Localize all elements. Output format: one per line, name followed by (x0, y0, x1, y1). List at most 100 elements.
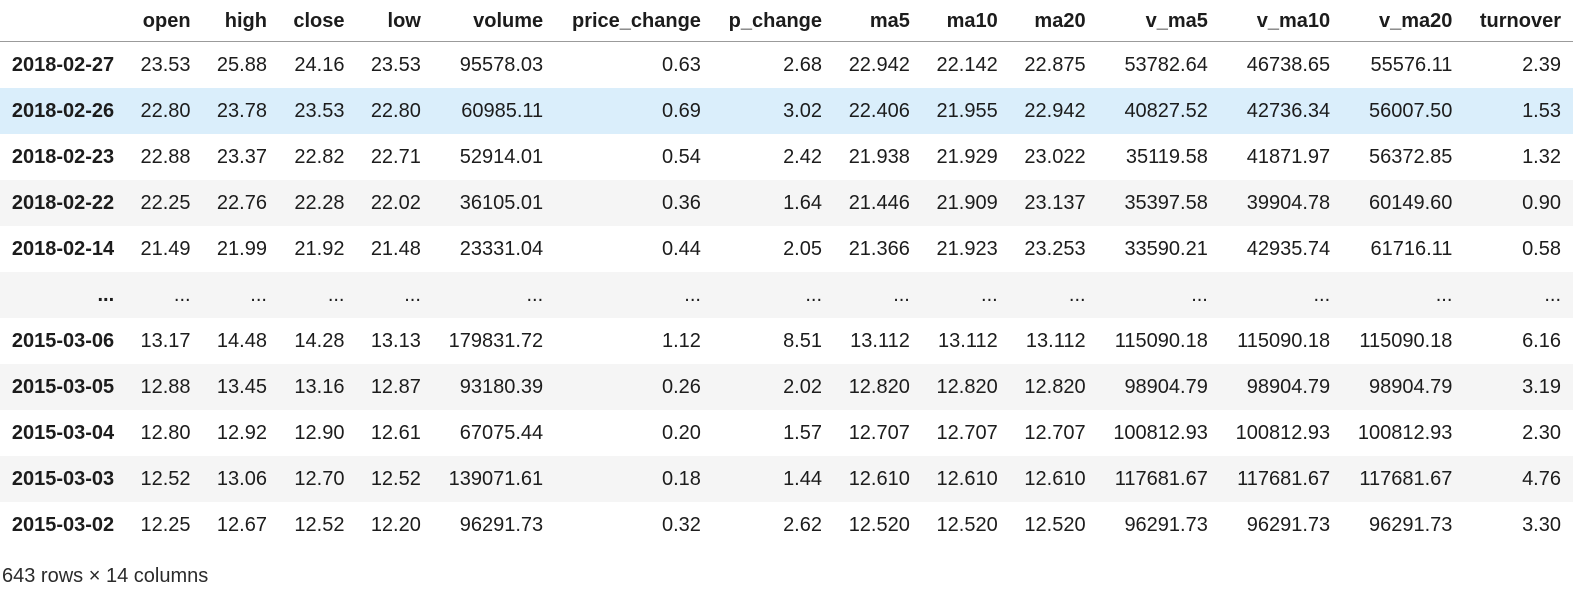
table-cell: 96291.73 (1369, 514, 1453, 536)
table-cell: 12.610 (1024, 468, 1086, 490)
table-cell: 23.53 (370, 54, 421, 76)
table-cell: 12.52 (294, 514, 345, 536)
table-cell: 13.16 (294, 376, 345, 398)
table-cell: 12.707 (936, 422, 998, 444)
table-cell: 22.02 (370, 192, 421, 214)
table-cell: 25.88 (216, 54, 267, 76)
row-index-cell: 2018-02-27 (11, 54, 115, 76)
table-cell: 39904.78 (1246, 192, 1331, 214)
table-cell: 21.938 (848, 146, 910, 168)
table-cell: 23331.04 (459, 238, 544, 260)
table-cell: 0.90 (1522, 192, 1561, 214)
table-cell: 2.42 (783, 146, 822, 168)
table-cell: 14.28 (294, 330, 345, 352)
index-header-cell (0, 2, 127, 42)
table-cell: 0.58 (1522, 238, 1561, 260)
table-cell: 0.18 (662, 468, 701, 490)
table-cell: 115090.18 (1237, 330, 1331, 352)
row-index-cell: 2015-03-06 (11, 330, 115, 352)
table-cell: 22.80 (140, 100, 191, 122)
table-cell: 12.610 (848, 468, 910, 490)
table-cell: 117681.67 (1237, 468, 1331, 490)
table-cell: 22.406 (848, 100, 910, 122)
table-cell: 1.32 (1522, 146, 1561, 168)
column-header-price_change: price_change (555, 2, 713, 42)
table-cell: 21.92 (294, 238, 345, 260)
table-cell: 21.48 (370, 238, 421, 260)
table-cell: 13.45 (216, 376, 267, 398)
table-cell: 12.61 (370, 422, 421, 444)
table-cell: 3.19 (1522, 376, 1561, 398)
table-cell: 23.53 (140, 54, 191, 76)
table-cell: 22.80 (370, 100, 421, 122)
table-cell: 117681.67 (1114, 468, 1208, 490)
table-cell: 23.137 (1024, 192, 1086, 214)
table-row: 2015-03-06 13.17 14.48 14.28 13.13 179831.72 1… (0, 318, 1573, 364)
table-cell: 21.909 (936, 192, 998, 214)
column-header-ma20: ma20 (1009, 2, 1098, 42)
table-cell: 22.82 (294, 146, 345, 168)
table-cell: 12.20 (370, 514, 421, 536)
header-row: open high close low volume price_change p_chan… (0, 2, 1573, 42)
table-cell: 0.36 (662, 192, 701, 214)
table-cell: 35119.58 (1125, 146, 1208, 168)
table-cell: 6.16 (1522, 330, 1561, 352)
table-cell: 55576.11 (1370, 54, 1453, 76)
table-cell: 33590.21 (1124, 238, 1208, 260)
table-cell: 12.88 (140, 376, 191, 398)
table-cell: ... (526, 284, 544, 306)
table-row: 2018-02-26 22.80 23.78 23.53 22.80 60985.11 0.… (0, 88, 1573, 134)
table-cell: 12.707 (1024, 422, 1086, 444)
column-header-ma10: ma10 (921, 2, 1010, 42)
table-cell: ... (981, 284, 998, 306)
table-cell: 12.820 (936, 376, 998, 398)
table-cell: 12.90 (294, 422, 345, 444)
row-count-summary: 643 rows × 14 columns (2, 565, 209, 587)
table-cell: 52914.01 (459, 146, 544, 168)
column-header-p_change: p_change (712, 2, 834, 42)
table-cell: 0.20 (662, 422, 701, 444)
row-index-cell: 2018-02-26 (11, 100, 115, 122)
table-cell: 12.92 (216, 422, 267, 444)
table-cell: 14.48 (216, 330, 267, 352)
table-row: 2015-03-02 12.25 12.67 12.52 12.20 96291.73 0.… (0, 502, 1573, 548)
table-cell: 24.16 (294, 54, 345, 76)
table-row: 2015-03-03 12.52 13.06 12.70 12.52 139071.61 0… (0, 456, 1573, 502)
table-cell: 21.49 (140, 238, 191, 260)
table-cell: 100812.93 (1113, 422, 1208, 444)
table-cell: ... (1191, 284, 1208, 306)
table-cell: 2.02 (783, 376, 822, 398)
table-cell: 21.366 (848, 238, 910, 260)
table-cell: 1.12 (662, 330, 701, 352)
dataframe-table: open high close low volume price_change p_chan… (0, 2, 1573, 548)
table-cell: 139071.61 (448, 468, 544, 490)
table-cell: 2.62 (783, 514, 822, 536)
table-cell: 12.67 (216, 514, 267, 536)
table-cell: 4.76 (1522, 468, 1561, 490)
table-cell: 0.63 (662, 54, 701, 76)
table-row: 2015-03-05 12.88 13.45 13.16 12.87 93180.39 0.… (0, 364, 1573, 410)
table-cell: 12.610 (936, 468, 998, 490)
column-header-turnover: turnover (1464, 2, 1573, 42)
table-cell: 13.112 (938, 330, 998, 352)
table-cell: 13.17 (140, 330, 191, 352)
table-cell: 21.446 (848, 192, 910, 214)
column-header-volume: volume (432, 2, 556, 42)
table-row: 2018-02-23 22.88 23.37 22.82 22.71 52914.01 0.… (0, 134, 1573, 180)
table-cell: 96291.73 (459, 514, 544, 536)
table-cell: 56372.85 (1369, 146, 1453, 168)
table-cell: 13.112 (1025, 330, 1086, 352)
table-cell: 40827.52 (1124, 100, 1208, 122)
table-cell: 60149.60 (1369, 192, 1453, 214)
table-cell: 12.520 (1024, 514, 1086, 536)
table-cell: 13.13 (370, 330, 421, 352)
table-cell: 12.70 (294, 468, 345, 490)
table-cell: 0.69 (662, 100, 701, 122)
column-header-v_ma10: v_ma10 (1219, 2, 1343, 42)
row-index-cell: 2018-02-22 (11, 192, 115, 214)
row-index-cell: 2015-03-05 (11, 376, 115, 398)
table-cell: 12.520 (848, 514, 910, 536)
table-cell: 96291.73 (1246, 514, 1331, 536)
table-cell: 12.52 (140, 468, 191, 490)
table-cell: 3.30 (1522, 514, 1561, 536)
